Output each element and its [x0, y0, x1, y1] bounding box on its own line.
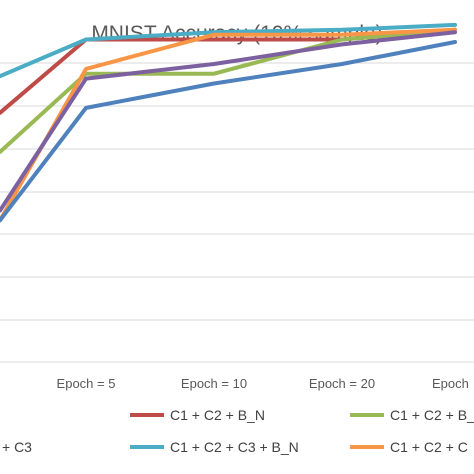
series-line-2 [0, 27, 457, 154]
legend-label: + C3 [2, 439, 32, 455]
legend-label: C1 + C2 + B_ [390, 407, 474, 423]
legend-entry: + C3 [2, 439, 32, 455]
x-tick-label: Epoch = 5 [57, 376, 116, 391]
series-line-5 [0, 30, 457, 213]
x-tick-label: Epoch [432, 376, 469, 391]
legend-entry: C1 + C2 + C3 + B_N [130, 439, 299, 455]
gridlines [0, 62, 474, 363]
series-lines [0, 22, 457, 223]
legend: + C3 C1 + C2 + B_N C1 + C2 + B_ C1 + C2 + C… [2, 407, 474, 455]
x-tick-label: Epoch = 20 [309, 376, 375, 391]
legend-entry: C1 + C2 + C [350, 439, 468, 455]
legend-entry: C1 + C2 + B_N [130, 407, 265, 423]
legend-label: C1 + C2 + B_N [170, 407, 265, 423]
series-line-3 [0, 22, 457, 79]
x-tick-label: Epoch = 10 [181, 376, 247, 391]
legend-label: C1 + C2 + C3 + B_N [170, 439, 299, 455]
x-axis-tick-labels: Epoch = 5 Epoch = 10 Epoch = 20 Epoch [57, 376, 469, 391]
legend-label: C1 + C2 + C [390, 439, 468, 455]
series-line-6 [0, 40, 457, 223]
legend-entry: C1 + C2 + B_ [350, 407, 474, 423]
